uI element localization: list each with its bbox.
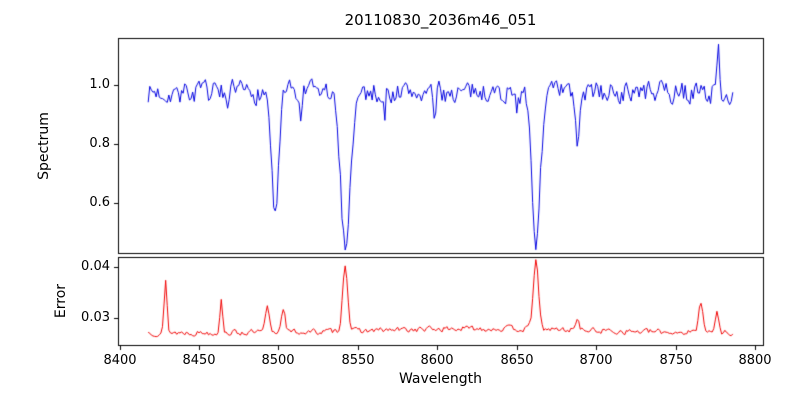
x-tick-label: 8400 [103,353,137,368]
x-tick-label: 8500 [261,353,295,368]
x-axis-label: Wavelength [398,371,483,387]
y-tick-label: 1.0 [89,77,110,92]
y-tick-label: 0.04 [81,259,110,274]
x-tick-label: 8800 [738,353,772,368]
x-tick-label: 8650 [500,353,534,368]
x-tick-label: 8700 [579,353,613,368]
y-tick-label: 0.03 [81,310,110,325]
x-tick-label: 8750 [659,353,693,368]
y-tick-label: 0.6 [89,195,110,210]
x-tick-label: 8450 [182,353,216,368]
x-tick-label: 8550 [341,353,375,368]
spectrum-axis-label: Spectrum [36,112,52,180]
chart-title: 20110830_2036m46_051 [344,11,537,29]
x-tick-label: 8600 [420,353,454,368]
y-tick-label: 0.8 [89,136,110,151]
